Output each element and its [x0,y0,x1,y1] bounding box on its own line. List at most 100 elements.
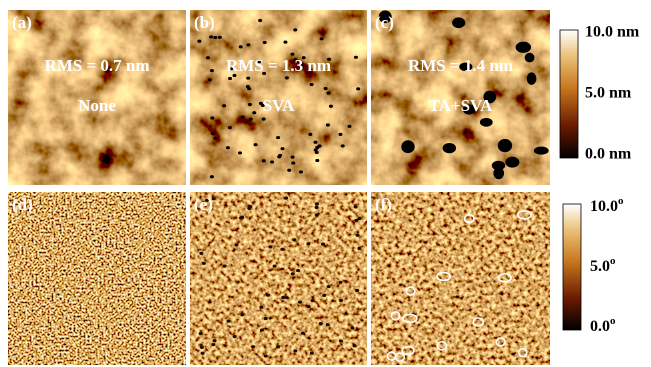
pinhole [307,305,311,308]
pinhole [293,28,297,31]
pinhole [276,345,280,348]
pinhole [291,272,295,275]
panel-label: (b) [194,13,215,32]
pinhole [226,146,230,149]
afm-panel: (e) [190,192,367,365]
colorbar-label: 10.0 nm [585,24,640,41]
pinhole [213,36,217,39]
pinhole [287,169,291,172]
figure: (a)RMS = 0.7 nmNone(b)RMS = 1.3 nmSVA(c)… [0,0,651,367]
pinhole [443,143,457,153]
rms-label: RMS = 1.3 nm [226,56,331,75]
colorbar-unit: o [610,255,616,267]
pinhole [291,161,295,164]
colorbar-unit: o [610,315,616,327]
pinhole [264,354,268,357]
pinhole [291,156,295,159]
pinhole [228,77,232,80]
pinhole [357,247,361,250]
pinhole [318,144,322,147]
pinhole [268,245,272,248]
colorbar-label: 5.0o [590,255,616,275]
pinhole [322,294,326,297]
pinhole [493,167,504,179]
panel-label: (d) [12,195,33,214]
pinhole [339,339,343,342]
pinhole [516,42,531,53]
pinhole [252,111,256,114]
pinhole [324,87,328,90]
colorbar-label: 10.0o [590,195,624,215]
pinhole [266,294,270,297]
pinhole [480,118,493,127]
pinhole [240,216,244,219]
pinhole [354,56,358,59]
pinhole [326,123,330,126]
pinhole [201,352,205,355]
afm-panel: (d) [8,192,186,365]
pinhole [270,160,274,163]
pinhole [211,132,215,135]
pinhole [319,322,323,325]
pinhole [273,265,277,268]
pinhole [248,205,252,208]
pinhole [249,118,253,121]
pinhole [339,299,343,302]
afm-panel: (f) [371,192,550,365]
treatment-label: None [78,96,116,115]
pinhole [280,248,284,251]
colorbar [563,204,581,330]
rms-label: RMS = 1.4 nm [408,56,513,75]
colorbar-value: 5.0 [590,258,610,275]
pinhole [199,332,203,335]
pinhole [327,285,331,288]
pinhole [311,299,315,302]
pinhole [341,144,345,147]
pinhole [355,289,359,292]
pinhole [259,306,263,309]
pinhole [353,344,357,347]
afm-image [8,192,186,365]
pinhole [354,219,358,222]
pinhole [281,147,285,150]
pinhole [222,104,226,107]
pinhole [262,159,266,162]
pinhole [354,205,358,208]
pinhole [218,36,222,39]
pinhole [233,335,237,338]
pinhole [310,351,314,354]
pinhole [292,238,296,241]
pinhole [452,17,465,28]
pinhole [338,281,342,284]
panel-label: (c) [375,13,394,32]
pinhole [401,140,414,153]
pinhole [240,313,244,316]
pinhole [227,320,231,323]
pinhole [210,69,214,72]
pinhole [338,133,342,136]
colorbar-label: 0.0o [590,315,616,335]
pinhole [498,139,512,152]
panel-label: (e) [194,195,213,214]
pinhole [213,339,217,342]
pinhole [356,234,360,237]
pinhole [298,300,302,303]
colorbar-label: 0.0 nm [585,146,632,163]
pinhole [315,202,319,205]
pinhole [285,76,289,79]
pinhole [202,262,206,265]
pinhole [228,126,232,129]
treatment-label: TA+SVA [429,96,494,115]
pinhole [262,118,266,121]
pinhole [327,91,331,94]
pinhole [534,147,549,155]
pinhole [350,326,354,329]
pinhole [281,296,285,299]
pinhole [197,40,201,43]
afm-panel: (c) RMS = 1.4 nm TA+SVA [371,10,550,185]
pinhole [248,103,252,106]
pinhole [246,43,250,46]
pinhole [254,143,258,146]
pinhole [301,332,305,335]
